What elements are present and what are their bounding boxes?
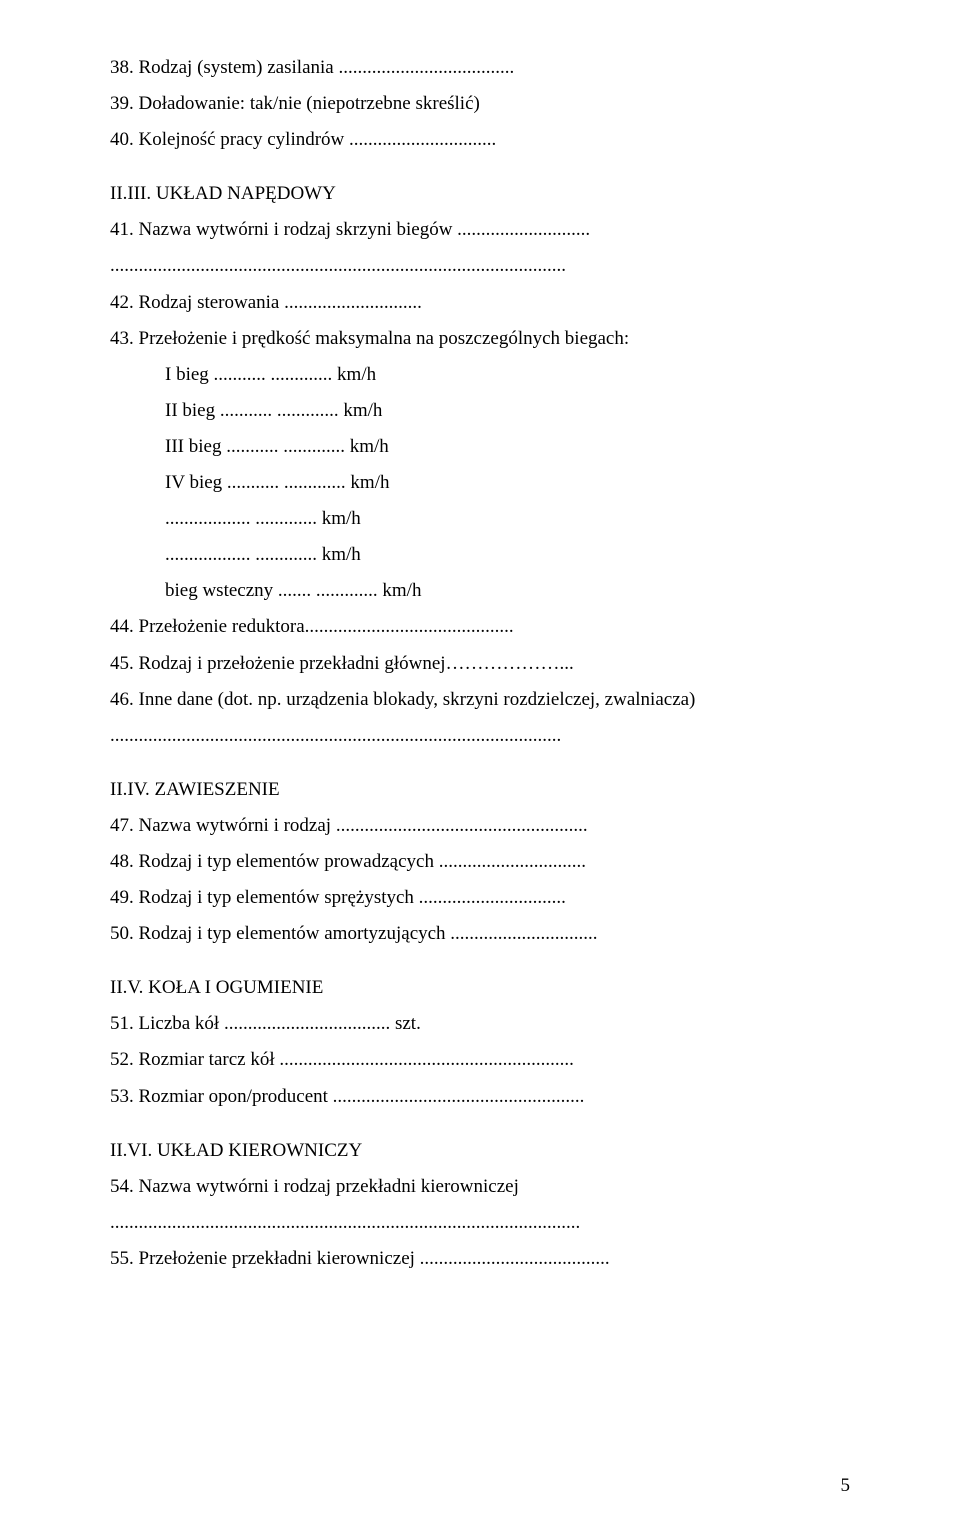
line-42: 42. Rodzaj sterowania ..................…: [110, 285, 850, 321]
line-43-ii: II bieg ........... ............. km/h: [110, 393, 850, 429]
line-52: 52. Rozmiar tarcz kół ..................…: [110, 1042, 850, 1078]
section-heading-ii-vi: II.VI. UKŁAD KIEROWNICZY: [110, 1133, 850, 1169]
line-49: 49. Rodzaj i typ elementów sprężystych .…: [110, 880, 850, 916]
line-43-blank-b: .................. ............. km/h: [110, 537, 850, 573]
line-39: 39. Doładowanie: tak/nie (niepotrzebne s…: [110, 86, 850, 122]
line-46-cont: ........................................…: [110, 718, 850, 754]
line-43-blank-a: .................. ............. km/h: [110, 501, 850, 537]
line-40: 40. Kolejność pracy cylindrów ..........…: [110, 122, 850, 158]
line-50: 50. Rodzaj i typ elementów amortyzującyc…: [110, 916, 850, 952]
line-44: 44. Przełożenie reduktora...............…: [110, 609, 850, 645]
line-53: 53. Rozmiar opon/producent .............…: [110, 1079, 850, 1115]
line-51: 51. Liczba kół .........................…: [110, 1006, 850, 1042]
line-43-iv: IV bieg ........... ............. km/h: [110, 465, 850, 501]
section-heading-ii-iii: II.III. UKŁAD NAPĘDOWY: [110, 176, 850, 212]
line-43-i: I bieg ........... ............. km/h: [110, 357, 850, 393]
line-43: 43. Przełożenie i prędkość maksymalna na…: [110, 321, 850, 357]
line-43-reverse: bieg wsteczny ....... ............. km/h: [110, 573, 850, 609]
section-heading-ii-v: II.V. KOŁA I OGUMIENIE: [110, 970, 850, 1006]
line-54: 54. Nazwa wytwórni i rodzaj przekładni k…: [110, 1169, 850, 1205]
page-number: 5: [841, 1475, 851, 1497]
line-48: 48. Rodzaj i typ elementów prowadzących …: [110, 844, 850, 880]
line-45: 45. Rodzaj i przełożenie przekładni głów…: [110, 646, 850, 682]
section-heading-ii-iv: II.IV. ZAWIESZENIE: [110, 772, 850, 808]
line-38: 38. Rodzaj (system) zasilania ..........…: [110, 50, 850, 86]
line-46: 46. Inne dane (dot. np. urządzenia bloka…: [110, 682, 850, 718]
line-41-cont: ........................................…: [110, 248, 850, 284]
line-47: 47. Nazwa wytwórni i rodzaj ............…: [110, 808, 850, 844]
line-54-cont: ........................................…: [110, 1205, 850, 1241]
line-43-iii: III bieg ........... ............. km/h: [110, 429, 850, 465]
line-41: 41. Nazwa wytwórni i rodzaj skrzyni bieg…: [110, 212, 850, 248]
line-55: 55. Przełożenie przekładni kierowniczej …: [110, 1241, 850, 1277]
